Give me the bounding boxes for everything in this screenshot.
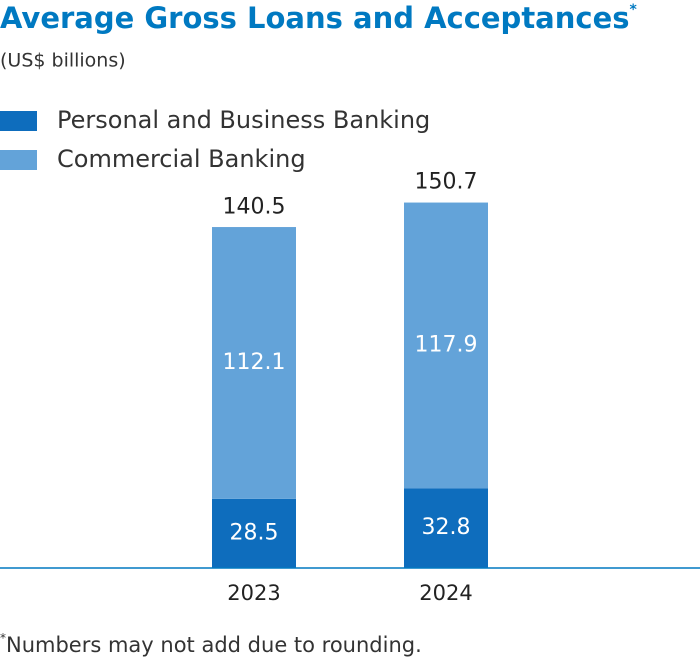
legend-swatch xyxy=(0,150,37,170)
x-tick-label: 2023 xyxy=(227,581,280,605)
bar-segment xyxy=(212,498,296,568)
legend-label: Personal and Business Banking xyxy=(57,106,430,134)
total-label: 140.5 xyxy=(223,194,286,219)
legend-label: Commercial Banking xyxy=(57,145,306,173)
footnote: *Numbers may not add due to rounding. xyxy=(0,631,422,658)
bar-segment xyxy=(212,227,296,499)
title-text: Average Gross Loans and Acceptances xyxy=(0,1,630,35)
legend-swatch xyxy=(0,111,37,131)
x-tick-label: 2024 xyxy=(419,581,472,605)
bar-segment xyxy=(404,488,488,568)
footnote-text: Numbers may not add due to rounding. xyxy=(6,633,422,657)
value-label: 32.8 xyxy=(422,515,471,540)
value-label: 28.5 xyxy=(230,520,279,545)
title-mark: * xyxy=(630,2,638,18)
subtitle: (US$ billions) xyxy=(0,50,126,72)
value-label: 112.1 xyxy=(223,350,286,375)
value-label: 117.9 xyxy=(415,333,478,358)
total-label: 150.7 xyxy=(415,170,478,195)
bar-segment xyxy=(404,202,488,489)
chart-title: Average Gross Loans and Acceptances* xyxy=(0,1,638,35)
footnote-mark: * xyxy=(0,631,6,645)
